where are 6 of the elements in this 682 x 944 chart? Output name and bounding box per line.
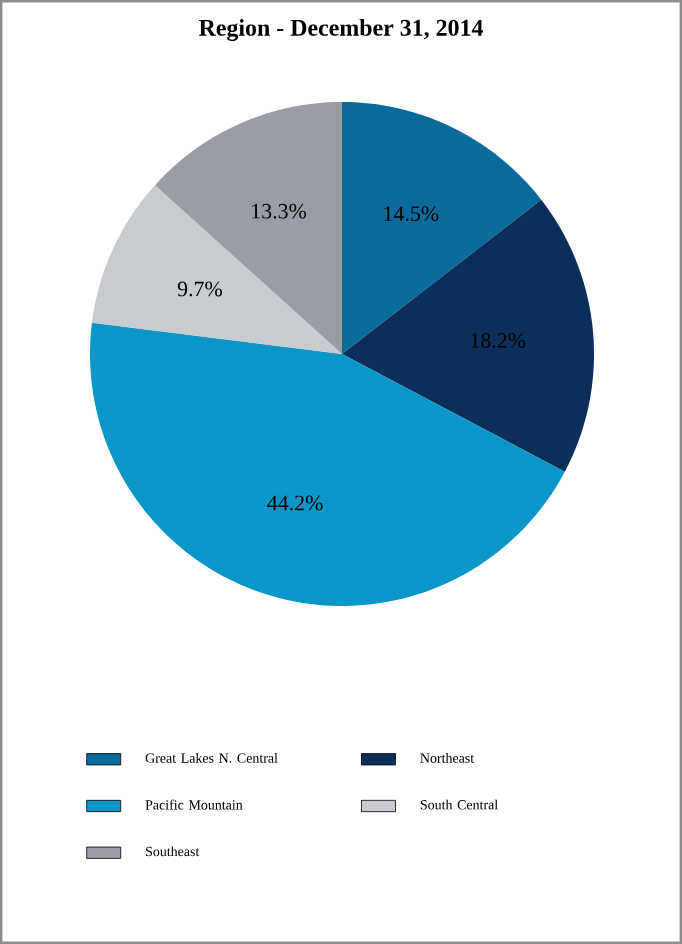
data-label: 18.2%	[471, 333, 526, 348]
data-label: 13.3%	[252, 203, 307, 219]
chart-title: Region - December 31, 2014	[198, 19, 483, 41]
data-label: 14.5%	[384, 206, 439, 222]
data-label: 9.7%	[177, 281, 222, 297]
data-label: 44.2%	[267, 495, 323, 511]
